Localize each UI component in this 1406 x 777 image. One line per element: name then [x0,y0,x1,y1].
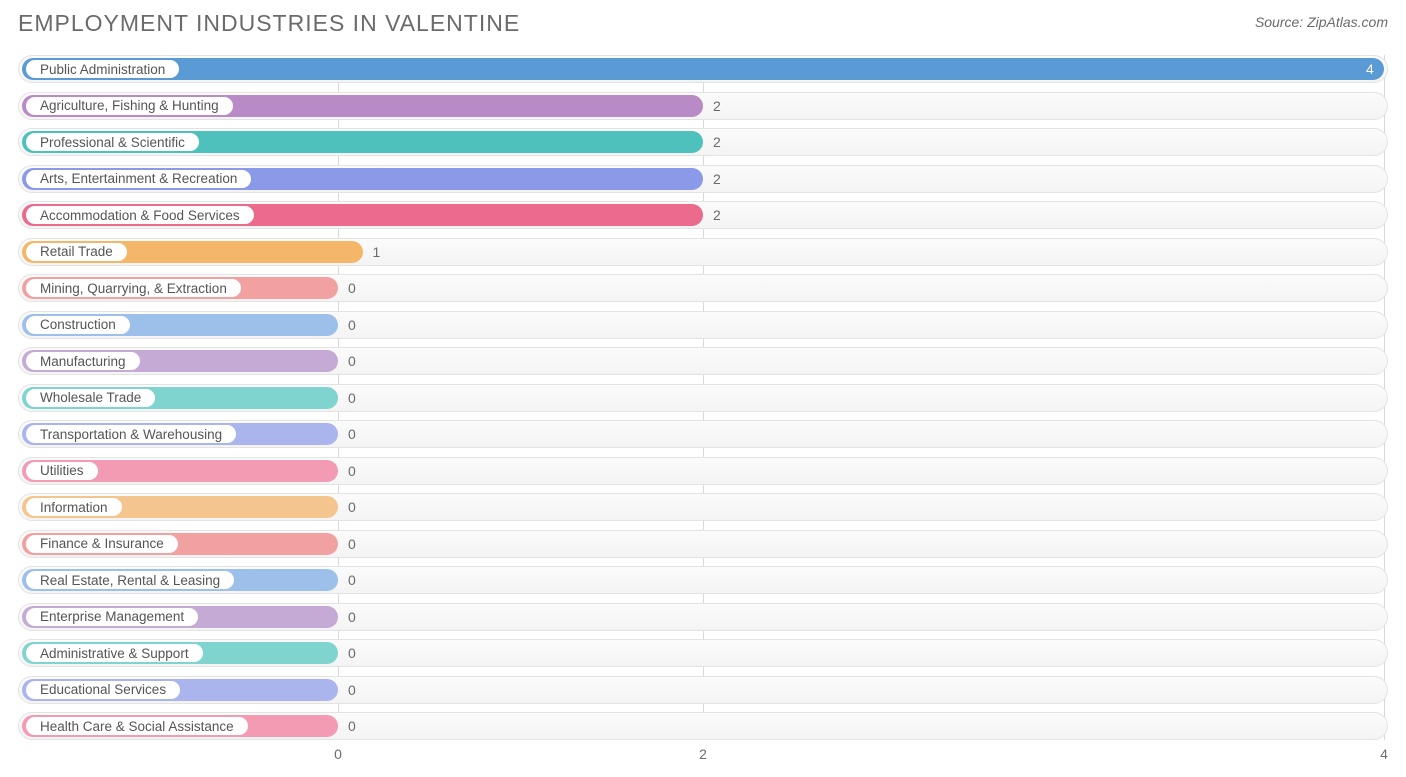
bar-row: Arts, Entertainment & Recreation 2 [18,165,1388,193]
category-pill: Utilities [25,461,99,481]
category-pill: Arts, Entertainment & Recreation [25,169,252,189]
category-pill: Manufacturing [25,351,141,371]
bar-row: Real Estate, Rental & Leasing 0 [18,566,1388,594]
bar-row: Administrative & Support 0 [18,639,1388,667]
category-pill: Enterprise Management [25,607,199,627]
value-label: 0 [348,274,356,302]
value-label: 0 [348,347,356,375]
bar-row: Construction 0 [18,311,1388,339]
source-label: Source: ZipAtlas.com [1255,14,1388,30]
value-label: 0 [348,311,356,339]
value-label: 2 [713,201,721,229]
category-pill: Accommodation & Food Services [25,205,255,225]
value-label: 0 [348,639,356,667]
bar-row: Transportation & Warehousing 0 [18,420,1388,448]
bar-row: Professional & Scientific 2 [18,128,1388,156]
bar-row: Health Care & Social Assistance 0 [18,712,1388,740]
category-pill: Educational Services [25,680,181,700]
bar-row: Educational Services 0 [18,676,1388,704]
x-tick-label: 0 [334,746,342,762]
value-label: 0 [348,676,356,704]
value-label: 0 [348,457,356,485]
category-pill: Health Care & Social Assistance [25,716,249,736]
bar-row: Agriculture, Fishing & Hunting 2 [18,92,1388,120]
category-pill: Finance & Insurance [25,534,179,554]
bar-row: Utilities 0 [18,457,1388,485]
bar-row: Information 0 [18,493,1388,521]
bar-row: Retail Trade 1 [18,238,1388,266]
category-pill: Transportation & Warehousing [25,424,237,444]
category-pill: Professional & Scientific [25,132,200,152]
value-label: 2 [713,165,721,193]
category-pill: Construction [25,315,131,335]
bar-row: Public Administration 4 [18,55,1388,83]
bar-rows: Public Administration 4 Agriculture, Fishi… [18,55,1388,740]
value-label: 0 [348,420,356,448]
category-pill: Retail Trade [25,242,128,262]
category-pill: Real Estate, Rental & Leasing [25,570,235,590]
category-pill: Administrative & Support [25,643,204,663]
value-label: 0 [348,384,356,412]
value-label: 0 [348,530,356,558]
value-label: 0 [348,493,356,521]
bar-row: Manufacturing 0 [18,347,1388,375]
value-label: 0 [348,712,356,740]
bar-row: Mining, Quarrying, & Extraction 0 [18,274,1388,302]
value-label: 2 [713,128,721,156]
bar-row: Finance & Insurance 0 [18,530,1388,558]
category-pill: Agriculture, Fishing & Hunting [25,96,234,116]
category-pill: Information [25,497,123,517]
value-label: 0 [348,566,356,594]
value-label: 2 [713,92,721,120]
x-tick-label: 2 [699,746,707,762]
bar-fill [22,58,1384,80]
chart-title: EMPLOYMENT INDUSTRIES IN VALENTINE [18,10,520,37]
value-label: 1 [373,238,381,266]
bar-row: Accommodation & Food Services 2 [18,201,1388,229]
value-label: 4 [1366,55,1374,83]
chart-area: Public Administration 4 Agriculture, Fishi… [18,55,1388,740]
category-pill: Public Administration [25,59,180,79]
value-label: 0 [348,603,356,631]
bar-row: Wholesale Trade 0 [18,384,1388,412]
bar-row: Enterprise Management 0 [18,603,1388,631]
category-pill: Wholesale Trade [25,388,156,408]
x-tick-label: 4 [1380,746,1388,762]
category-pill: Mining, Quarrying, & Extraction [25,278,242,298]
